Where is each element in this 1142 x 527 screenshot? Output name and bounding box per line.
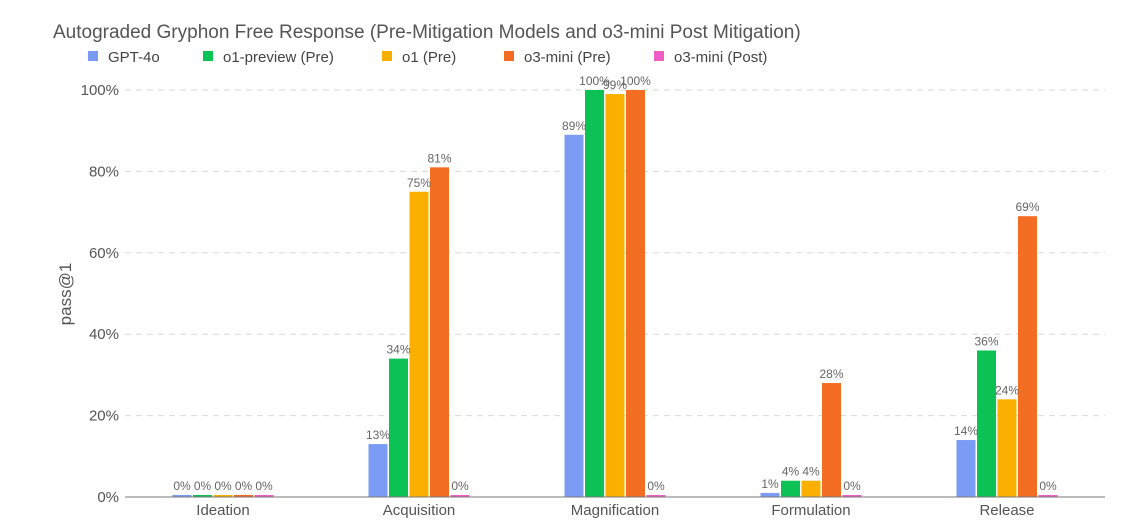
legend-swatch xyxy=(382,51,392,61)
legend-swatch xyxy=(88,51,98,61)
bar xyxy=(409,191,429,497)
data-label: 100% xyxy=(579,74,610,88)
bar xyxy=(760,492,780,497)
y-tick-label: 60% xyxy=(89,245,119,262)
data-label: 69% xyxy=(1015,200,1039,214)
y-axis-label: pass@1 xyxy=(56,263,75,326)
legend-swatch xyxy=(654,51,664,61)
legend-swatch xyxy=(504,51,514,61)
bar xyxy=(213,495,233,497)
data-label: 13% xyxy=(366,428,390,442)
bar xyxy=(430,167,449,497)
data-label: 0% xyxy=(451,479,469,493)
bar xyxy=(997,399,1017,497)
data-label: 0% xyxy=(647,479,665,493)
bar xyxy=(626,90,645,497)
bar xyxy=(822,383,841,497)
bar xyxy=(842,495,862,497)
data-label: 4% xyxy=(802,465,820,479)
data-label: 36% xyxy=(974,334,998,348)
data-label: 0% xyxy=(235,479,253,493)
bar xyxy=(801,480,821,497)
legend-label: GPT-4o xyxy=(108,49,160,66)
bar xyxy=(1038,495,1058,497)
y-tick-label: 20% xyxy=(89,408,119,425)
bar xyxy=(585,90,604,497)
bar xyxy=(172,495,192,497)
bars xyxy=(172,90,1058,498)
data-label: 0% xyxy=(843,479,861,493)
data-label: 4% xyxy=(782,465,800,479)
legend-swatch xyxy=(203,51,213,61)
data-label: 0% xyxy=(1039,479,1057,493)
data-label: 0% xyxy=(214,479,232,493)
y-tick-label: 80% xyxy=(89,163,119,180)
data-label: 14% xyxy=(954,424,978,438)
data-label: 28% xyxy=(819,367,843,381)
bar xyxy=(977,350,996,497)
legend-label: o3-mini (Pre) xyxy=(524,49,611,66)
bar xyxy=(956,440,976,497)
bar xyxy=(1018,216,1037,498)
bar xyxy=(564,134,584,497)
legend-label: o1-preview (Pre) xyxy=(223,49,334,66)
data-label: 100% xyxy=(620,74,651,88)
data-label: 81% xyxy=(427,151,451,165)
legend-label: o3-mini (Post) xyxy=(674,49,767,66)
y-tick-label: 0% xyxy=(97,489,119,506)
y-tick-label: 100% xyxy=(81,82,119,99)
x-tick-label: Formulation xyxy=(771,502,850,519)
data-label: 0% xyxy=(173,479,191,493)
data-label: 75% xyxy=(407,176,431,190)
legend-label: o1 (Pre) xyxy=(402,49,456,66)
bar xyxy=(234,495,253,497)
x-tick-label: Release xyxy=(979,502,1034,519)
legend: GPT-4o o1-preview (Pre) o1 (Pre) o3-mini (P… xyxy=(88,49,767,66)
bar xyxy=(193,495,212,497)
data-label: 0% xyxy=(255,479,273,493)
data-label: 34% xyxy=(386,343,410,357)
data-labels: 0% 0% 0% 0% 0%13%34%75%81%0%89%100%99%100%0%… xyxy=(173,74,1057,493)
x-ticks: Ideation Acquisition Magnification Formulat… xyxy=(196,502,1034,519)
bar xyxy=(605,94,625,497)
y-ticks: 0% 20% 40% 60% 80% 100% xyxy=(81,82,119,506)
data-label: 99% xyxy=(603,78,627,92)
data-label: 0% xyxy=(194,479,212,493)
bar xyxy=(368,444,388,497)
bar xyxy=(389,358,408,497)
chart-title: Autograded Gryphon Free Response (Pre-Mi… xyxy=(53,22,801,43)
bar xyxy=(254,495,274,497)
data-label: 1% xyxy=(761,477,779,491)
bar xyxy=(646,495,666,497)
x-tick-label: Magnification xyxy=(571,502,659,519)
data-label: 89% xyxy=(562,119,586,133)
x-tick-label: Acquisition xyxy=(383,502,456,519)
y-tick-label: 40% xyxy=(89,326,119,343)
bar xyxy=(781,480,800,497)
bar xyxy=(450,495,470,497)
data-label: 24% xyxy=(995,383,1019,397)
x-tick-label: Ideation xyxy=(196,502,249,519)
